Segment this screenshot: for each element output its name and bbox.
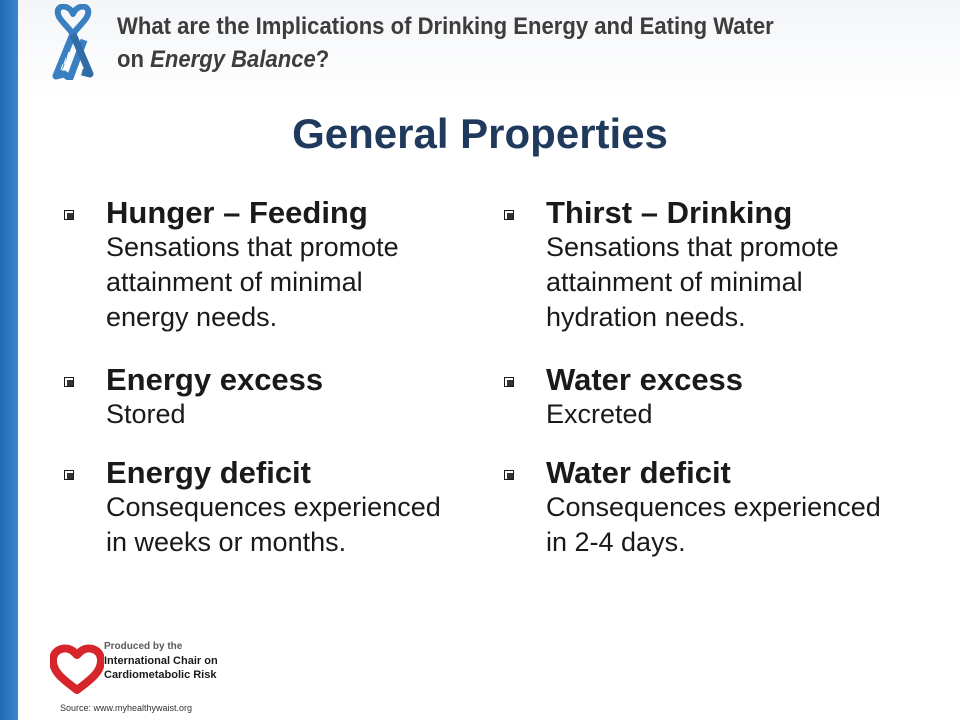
list-item: Water deficit Consequences experienced i…	[502, 456, 882, 560]
item-title: Energy deficit	[106, 455, 311, 490]
item-description: Sensations that promote attainment of mi…	[106, 232, 399, 332]
left-accent-bar	[0, 0, 18, 720]
square-bullet-icon	[64, 470, 74, 480]
source-citation: Source: www.myhealthywaist.org	[60, 703, 193, 713]
header-title-line2: on Energy Balance?	[117, 43, 871, 76]
header-title-line1: What are the Implications of Drinking En…	[117, 13, 774, 40]
header-title-emphasis: Energy Balance	[150, 46, 316, 73]
item-description: Sensations that promote attainment of mi…	[546, 232, 839, 332]
heart-logo-icon	[50, 644, 104, 694]
list-item: Energy deficit Consequences experienced …	[62, 456, 442, 560]
list-item: Water excess Excreted	[502, 363, 882, 432]
item-title: Hunger – Feeding	[106, 195, 368, 230]
item-description: Excreted	[546, 399, 653, 429]
logo-line-1: Produced by the	[104, 641, 183, 652]
list-item: Hunger – Feeding Sensations that promote…	[62, 196, 442, 335]
list-item: Energy excess Stored	[62, 363, 442, 432]
header-title-prefix: on	[117, 46, 151, 73]
awareness-ribbon-icon	[52, 4, 94, 80]
square-bullet-icon	[504, 470, 514, 480]
item-description: Stored	[106, 399, 186, 429]
right-column: Thirst – Drinking Sensations that promot…	[502, 196, 882, 560]
item-title: Energy excess	[106, 362, 324, 397]
item-description: Consequences experienced in 2-4 days.	[546, 492, 881, 557]
header-band	[18, 0, 960, 96]
item-title: Thirst – Drinking	[546, 195, 793, 230]
square-bullet-icon	[64, 377, 74, 387]
producer-logo: Produced by the International Chair on C…	[50, 640, 230, 696]
square-bullet-icon	[64, 210, 74, 220]
left-column: Hunger – Feeding Sensations that promote…	[62, 196, 442, 560]
square-bullet-icon	[504, 377, 514, 387]
square-bullet-icon	[504, 210, 514, 220]
logo-text: Produced by the International Chair on C…	[104, 640, 218, 682]
item-title: Water deficit	[546, 455, 731, 490]
logo-line-3: Cardiometabolic Risk	[104, 669, 217, 681]
header-title-suffix: ?	[315, 46, 330, 73]
item-title: Water excess	[546, 362, 744, 397]
list-item: Thirst – Drinking Sensations that promot…	[502, 196, 882, 335]
item-description: Consequences experienced in weeks or mon…	[106, 492, 441, 557]
logo-line-2: International Chair on	[104, 655, 218, 667]
page-title: General Properties	[292, 110, 668, 157]
header-title: What are the Implications of Drinking En…	[117, 10, 871, 76]
